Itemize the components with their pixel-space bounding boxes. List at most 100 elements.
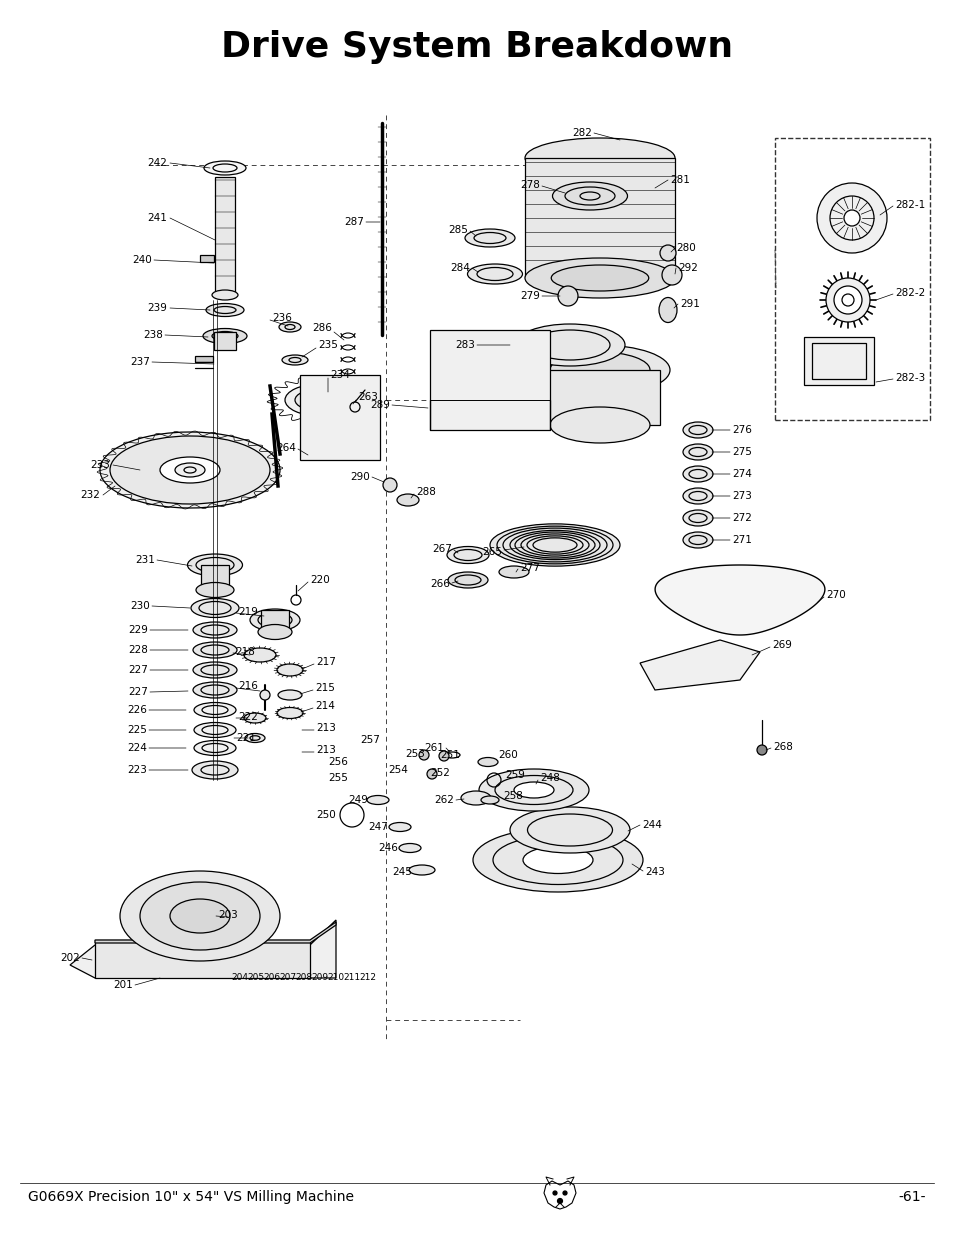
Text: -61-: -61- (898, 1191, 925, 1204)
Ellipse shape (244, 648, 275, 662)
Circle shape (833, 287, 862, 314)
FancyBboxPatch shape (201, 564, 229, 590)
Text: 235: 235 (317, 340, 337, 350)
Text: 265: 265 (481, 547, 501, 557)
Text: 254: 254 (388, 764, 408, 776)
Text: 266: 266 (430, 579, 450, 589)
Ellipse shape (312, 396, 328, 404)
Ellipse shape (285, 384, 355, 416)
Text: 287: 287 (344, 217, 364, 227)
FancyBboxPatch shape (803, 337, 873, 385)
Polygon shape (95, 923, 335, 944)
Bar (774, 138, 929, 420)
Ellipse shape (294, 389, 345, 411)
Ellipse shape (193, 703, 235, 718)
Text: 226: 226 (127, 705, 147, 715)
Text: 264: 264 (275, 443, 295, 453)
Ellipse shape (464, 228, 515, 247)
Ellipse shape (514, 782, 554, 798)
Text: 225: 225 (127, 725, 147, 735)
Text: 275: 275 (731, 447, 751, 457)
Circle shape (418, 750, 429, 760)
Text: 269: 269 (771, 640, 791, 650)
Ellipse shape (212, 290, 237, 300)
Ellipse shape (120, 871, 280, 961)
Ellipse shape (193, 622, 236, 638)
Text: 231: 231 (135, 555, 154, 564)
Ellipse shape (193, 722, 235, 737)
Text: 291: 291 (679, 299, 700, 309)
Ellipse shape (193, 642, 236, 658)
Ellipse shape (526, 536, 582, 555)
Text: 217: 217 (315, 657, 335, 667)
Text: 203: 203 (218, 910, 237, 920)
Text: 227: 227 (128, 664, 148, 676)
FancyBboxPatch shape (95, 940, 310, 978)
Ellipse shape (389, 823, 411, 831)
Ellipse shape (276, 708, 303, 719)
Ellipse shape (277, 690, 302, 700)
Circle shape (427, 769, 436, 779)
Text: 282-3: 282-3 (894, 373, 924, 383)
Ellipse shape (188, 555, 242, 576)
Text: 286: 286 (312, 324, 332, 333)
Text: 253: 253 (405, 748, 424, 760)
Text: 209: 209 (311, 973, 328, 983)
Circle shape (661, 266, 681, 285)
Ellipse shape (515, 324, 624, 366)
Text: 280: 280 (676, 243, 695, 253)
Text: 228: 228 (128, 645, 148, 655)
Text: 202: 202 (60, 953, 80, 963)
Ellipse shape (682, 466, 712, 482)
Ellipse shape (195, 583, 233, 598)
Text: 267: 267 (432, 543, 452, 555)
Text: 278: 278 (519, 180, 539, 190)
Text: 247: 247 (368, 823, 388, 832)
Text: 216: 216 (237, 680, 257, 692)
Ellipse shape (522, 846, 593, 873)
Text: 222: 222 (237, 713, 257, 722)
Circle shape (558, 287, 578, 306)
Circle shape (562, 1191, 566, 1195)
Text: 288: 288 (416, 487, 436, 496)
Text: 243: 243 (644, 867, 664, 877)
Ellipse shape (204, 161, 246, 175)
Text: 256: 256 (328, 757, 348, 767)
Text: 213: 213 (315, 745, 335, 755)
Text: 219: 219 (237, 606, 257, 618)
Text: 262: 262 (434, 795, 454, 805)
Text: 259: 259 (504, 769, 524, 781)
Text: 206: 206 (263, 973, 280, 983)
Ellipse shape (396, 494, 418, 506)
Ellipse shape (100, 432, 280, 508)
Ellipse shape (193, 682, 236, 698)
Text: 242: 242 (147, 158, 167, 168)
Text: 271: 271 (731, 535, 751, 545)
Polygon shape (655, 564, 824, 635)
Ellipse shape (515, 532, 595, 558)
FancyBboxPatch shape (194, 356, 213, 362)
Ellipse shape (193, 662, 236, 678)
Text: 284: 284 (450, 263, 470, 273)
Ellipse shape (245, 734, 265, 742)
Ellipse shape (682, 532, 712, 548)
Ellipse shape (467, 264, 522, 284)
Text: G0669X Precision 10" x 54" VS Milling Machine: G0669X Precision 10" x 54" VS Milling Ma… (28, 1191, 354, 1204)
Text: 248: 248 (539, 773, 559, 783)
Text: 261: 261 (424, 743, 443, 753)
FancyBboxPatch shape (200, 254, 213, 262)
Ellipse shape (682, 488, 712, 504)
Ellipse shape (659, 298, 677, 322)
Text: 282-1: 282-1 (894, 200, 924, 210)
Ellipse shape (257, 625, 292, 640)
Text: 281: 281 (669, 175, 689, 185)
Text: 224: 224 (127, 743, 147, 753)
Text: 260: 260 (497, 750, 517, 760)
Text: 223: 223 (127, 764, 147, 776)
Ellipse shape (550, 352, 649, 388)
Ellipse shape (203, 329, 247, 343)
Text: 257: 257 (359, 735, 379, 745)
FancyBboxPatch shape (524, 158, 675, 278)
Ellipse shape (409, 864, 435, 876)
Circle shape (260, 690, 270, 700)
